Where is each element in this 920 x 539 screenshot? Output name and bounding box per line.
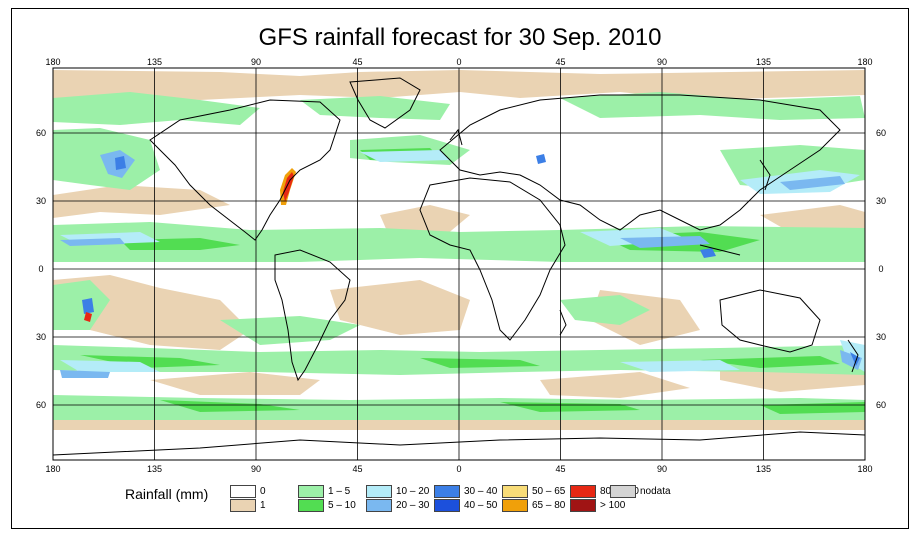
left-lat-tick: 0: [38, 264, 43, 274]
antarctica-outline: [53, 431, 865, 456]
left-lat-tick: 60: [36, 400, 46, 410]
legend-swatch: [434, 485, 460, 498]
figure-frame: [11, 8, 909, 529]
bottom-lon-tick: 180: [857, 464, 872, 474]
legend-label: 20 – 30: [396, 500, 430, 511]
uk-outline: [449, 128, 463, 146]
legend-label: nodata: [640, 486, 671, 497]
legend-label: 0: [260, 486, 266, 497]
top-lon-tick: 135: [147, 57, 162, 67]
bottom-lon-tick: 180: [45, 464, 60, 474]
top-lon-tick: 90: [251, 57, 261, 67]
legend-label: 50 – 65: [532, 486, 566, 497]
legend-title: Rainfall (mm): [125, 486, 209, 502]
bottom-longitude-ticks: 180 135 90 45 0 45 90 135 180: [45, 464, 872, 474]
eurasia-outline: [439, 94, 841, 231]
greenland-outline: [349, 77, 421, 129]
legend-label: 5 – 10: [328, 500, 356, 511]
legend-swatch: [434, 499, 460, 512]
legend-label: > 100: [600, 500, 626, 511]
rain-heavy-layer: [84, 154, 546, 322]
legend-swatch: [366, 485, 392, 498]
legend-label: 65 – 80: [532, 500, 566, 511]
top-longitude-ticks: 180 135 90 45 0 45 90 135 180: [45, 57, 872, 67]
south-america-outline: [274, 249, 351, 382]
top-lon-tick: 135: [756, 57, 771, 67]
legend-label: 30 – 40: [464, 486, 498, 497]
coastlines: [53, 77, 865, 456]
left-lat-tick: 60: [36, 128, 46, 138]
legend-label: 40 – 50: [464, 500, 498, 511]
bottom-lon-tick: 135: [756, 464, 771, 474]
right-lat-tick: 60: [876, 128, 886, 138]
top-lon-tick: 180: [45, 57, 60, 67]
legend-swatch: [502, 499, 528, 512]
rain-20-30mm-layer: [60, 150, 862, 378]
new-zealand-outline: [847, 339, 859, 373]
right-latitude-ticks: 60 30 0 30 60: [876, 128, 886, 410]
north-america-outline: [149, 99, 341, 241]
bottom-lon-tick: 90: [251, 464, 261, 474]
legend-swatch: [366, 499, 392, 512]
bottom-lon-tick: 90: [657, 464, 667, 474]
top-lon-tick: 180: [857, 57, 872, 67]
legend-swatch: [570, 499, 596, 512]
legend-swatch: [570, 485, 596, 498]
legend-swatch: [502, 485, 528, 498]
rain-30-40mm-layer: [82, 156, 860, 366]
left-lat-tick: 30: [36, 332, 46, 342]
africa-outline: [419, 177, 566, 341]
legend-swatch: [230, 499, 256, 512]
left-latitude-ticks: 60 30 0 30 60: [36, 128, 46, 410]
graticule: [53, 68, 865, 460]
right-lat-tick: 0: [878, 264, 883, 274]
top-lon-tick: 45: [352, 57, 362, 67]
top-lon-tick: 45: [555, 57, 565, 67]
right-lat-tick: 30: [876, 196, 886, 206]
indonesia-outline: [699, 244, 741, 256]
legend-swatch: [298, 499, 324, 512]
bottom-lon-tick: 135: [147, 464, 162, 474]
bottom-lon-tick: 45: [352, 464, 362, 474]
legend-swatch: [610, 485, 636, 498]
bottom-lon-tick: 45: [555, 464, 565, 474]
right-lat-tick: 30: [876, 332, 886, 342]
legend-label: 1 – 5: [328, 486, 351, 497]
madagascar-outline: [559, 309, 567, 336]
map-border: [52, 67, 866, 461]
right-lat-tick: 60: [876, 400, 886, 410]
left-lat-tick: 30: [36, 196, 46, 206]
bottom-lon-tick: 0: [456, 464, 461, 474]
legend-swatch: [230, 485, 256, 498]
top-lon-tick: 90: [657, 57, 667, 67]
legend-label: 10 – 20: [396, 486, 430, 497]
legend-label: 1: [260, 500, 266, 511]
legend-swatch: [298, 485, 324, 498]
australia-outline: [719, 289, 821, 353]
top-lon-tick: 0: [456, 57, 461, 67]
map-title: GFS rainfall forecast for 30 Sep. 2010: [258, 24, 662, 51]
